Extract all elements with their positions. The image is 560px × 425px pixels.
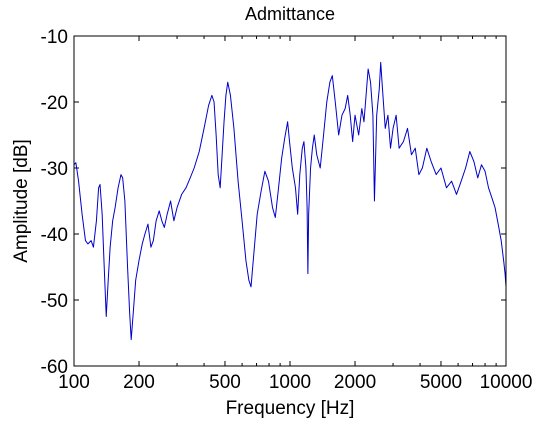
tick-layer: 100 200 500 1000 2000 5000 10000 -60 -50 -40 -30 -2… xyxy=(41,27,533,393)
series-layer xyxy=(73,61,507,341)
y-tick-label: -30 xyxy=(41,159,68,180)
y-tick-label: -20 xyxy=(41,93,68,114)
chart-title: Admittance xyxy=(245,4,335,24)
x-tick-label: 2000 xyxy=(334,372,376,393)
x-tick-label: 5000 xyxy=(420,372,462,393)
x-tick-label: 100 xyxy=(58,372,90,393)
y-tick-label: -60 xyxy=(41,357,68,378)
y-tick-label: -10 xyxy=(41,27,68,48)
y-tick-label: -40 xyxy=(41,225,68,246)
x-tick-label: 500 xyxy=(209,372,241,393)
x-tick-label: 10000 xyxy=(480,372,533,393)
plot-frame xyxy=(73,35,507,367)
y-axis-label: Amplitude [dB] xyxy=(11,139,32,263)
y-tick-label: -50 xyxy=(41,291,68,312)
series-line xyxy=(73,61,507,341)
x-tick-label: 200 xyxy=(123,372,155,393)
x-axis-label: Frequency [Hz] xyxy=(226,398,355,419)
x-tick-label: 1000 xyxy=(269,372,311,393)
